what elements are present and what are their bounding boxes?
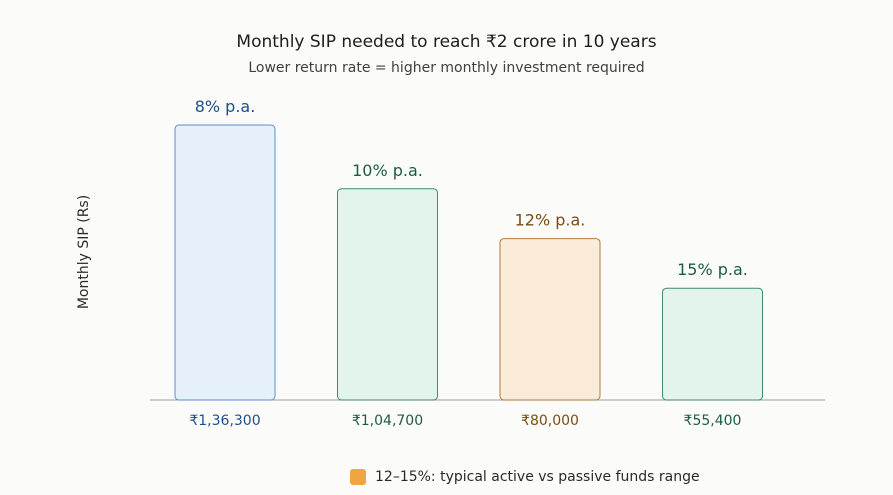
bar-1 xyxy=(174,124,276,401)
chart-subtitle: Lower return rate = higher monthly inves… xyxy=(248,60,645,76)
x-tick-label-4: ₹55,400 xyxy=(684,413,742,429)
legend-swatch xyxy=(350,469,366,485)
bar-3 xyxy=(499,238,601,401)
legend-label: 12–15%: typical active vs passive funds … xyxy=(375,469,700,485)
x-tick-label-2: ₹1,04,700 xyxy=(352,413,423,429)
bar-4 xyxy=(662,287,763,401)
bar-rate-label-2: 10% p.a. xyxy=(352,161,423,180)
chart-title: Monthly SIP needed to reach ₹2 crore in … xyxy=(236,32,657,52)
legend: 12–15%: typical active vs passive funds … xyxy=(350,469,700,485)
bar-rate-label-1: 8% p.a. xyxy=(195,97,256,116)
x-tick-label-1: ₹1,36,300 xyxy=(189,413,260,429)
bar-2 xyxy=(337,188,438,401)
bar-rate-label-3: 12% p.a. xyxy=(515,211,586,230)
bar-rate-label-4: 15% p.a. xyxy=(677,260,748,279)
x-tick-label-3: ₹80,000 xyxy=(521,413,579,429)
